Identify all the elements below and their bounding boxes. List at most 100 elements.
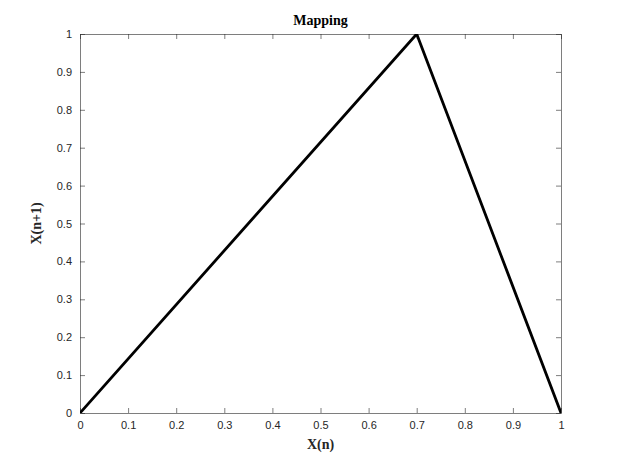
y-tick-mark [556, 34, 561, 35]
y-tick [556, 186, 561, 187]
y-tick: 0.5 [57, 218, 85, 230]
y-tick-label: 0.6 [57, 180, 72, 192]
x-tick-mark [369, 34, 370, 39]
y-tick [556, 299, 561, 300]
x-tick [369, 34, 370, 39]
data-line [80, 34, 561, 413]
y-axis: 0 0.1 0.2 0.3 0.4 0.5 0.6 0.7 0.8 0.9 1 [57, 28, 85, 419]
y-tick-mark [556, 261, 561, 262]
y-tick-label: 0.8 [57, 104, 72, 116]
x-axis [81, 34, 562, 39]
y-tick-mark [80, 261, 85, 262]
x-tick-label: 0.3 [217, 419, 232, 431]
x-tick-mark [272, 34, 273, 39]
x-axis: 0 0.1 0.2 0.3 0.4 0.5 0.6 0.7 0.8 0.9 1 [77, 408, 564, 431]
x-tick: 0.6 [361, 408, 376, 431]
x-tick-mark [465, 34, 466, 39]
x-tick: 0.2 [169, 408, 184, 431]
x-tick-label: 0.4 [265, 419, 280, 431]
x-tick [176, 34, 177, 39]
y-tick-label: 0.4 [57, 255, 72, 267]
x-tick: 0.9 [506, 408, 521, 431]
x-tick: 0.1 [121, 408, 136, 431]
data-layer [80, 34, 561, 413]
y-tick: 0.8 [57, 104, 85, 116]
x-tick: 0.3 [217, 408, 232, 431]
x-axis-title: X(n) [307, 437, 335, 453]
x-tick-label: 0.5 [313, 419, 328, 431]
y-tick-mark [556, 110, 561, 111]
y-tick-mark [556, 224, 561, 225]
y-tick-mark [80, 413, 85, 414]
y-tick: 0.2 [57, 331, 85, 343]
title: Mapping [293, 13, 347, 28]
y-tick [556, 34, 561, 35]
x-tick-mark [417, 408, 418, 413]
y-tick-mark [556, 148, 561, 149]
y-axis [556, 35, 562, 414]
y-tick [556, 375, 561, 376]
x-tick-mark [176, 34, 177, 39]
x-tick-mark [369, 408, 370, 413]
x-tick [224, 34, 225, 39]
x-tick-mark [321, 34, 322, 39]
x-tick-label: 0.1 [121, 419, 136, 431]
x-tick-mark [128, 408, 129, 413]
y-tick: 0.3 [57, 293, 85, 305]
y-tick-mark [80, 148, 85, 149]
plot-background [80, 34, 561, 413]
x-tick-label: 0 [77, 419, 83, 431]
y-tick-label: 0.9 [57, 66, 72, 78]
plot: 00.10.20.30.40.50.60.70.80.9100.10.20.30… [57, 28, 565, 431]
x-tick: 0.4 [265, 408, 280, 431]
x-tick [465, 34, 466, 39]
y-tick-mark [80, 72, 85, 73]
y-tick: 1 [66, 28, 85, 40]
x-tick-mark [176, 408, 177, 413]
x-tick-mark [513, 408, 514, 413]
y-tick [556, 72, 561, 73]
y-tick-label: 0.5 [57, 218, 72, 230]
y-tick-mark [80, 337, 85, 338]
y-tick [556, 148, 561, 149]
x-tick [272, 34, 273, 39]
x-tick-mark [272, 408, 273, 413]
y-tick-mark [80, 110, 85, 111]
x-tick-mark [224, 34, 225, 39]
y-tick-label: 0.1 [57, 369, 72, 381]
x-tick-mark [224, 408, 225, 413]
y-tick-label: 0 [66, 407, 72, 419]
x-tick-label: 0.9 [506, 419, 521, 431]
x-tick-label: 0.2 [169, 419, 184, 431]
x-tick-label: 1 [558, 419, 564, 431]
y-tick-mark [80, 224, 85, 225]
y-axis-title: X(n+1) [29, 202, 45, 245]
y-tick [556, 224, 561, 225]
y-tick-mark [80, 299, 85, 300]
y-tick-mark [80, 186, 85, 187]
y-tick-label: 1 [66, 28, 72, 40]
x-tick [321, 34, 322, 39]
x-tick-mark [513, 34, 514, 39]
y-axis-line [561, 35, 562, 414]
y-tick [556, 337, 561, 338]
x-tick-label: 0.7 [410, 419, 425, 431]
x-tick: 0.5 [313, 408, 328, 431]
y-tick-mark [80, 34, 85, 35]
y-tick: 0.4 [57, 255, 85, 267]
x-tick-label: 0.8 [458, 419, 473, 431]
y-tick-label: 0.7 [57, 142, 72, 154]
y-tick [556, 110, 561, 111]
y-tick: 0.1 [57, 369, 85, 381]
x-tick: 0.7 [410, 408, 425, 431]
y-tick [556, 413, 561, 414]
y-tick-mark [80, 375, 85, 376]
y-tick: 0.9 [57, 66, 85, 78]
x-axis-line [81, 413, 562, 414]
y-tick [556, 261, 561, 262]
x-tick-label: 0.6 [361, 419, 376, 431]
y-tick-mark [556, 375, 561, 376]
x-tick-mark [128, 34, 129, 39]
y-tick-mark [556, 186, 561, 187]
y-tick-label: 0.2 [57, 331, 72, 343]
